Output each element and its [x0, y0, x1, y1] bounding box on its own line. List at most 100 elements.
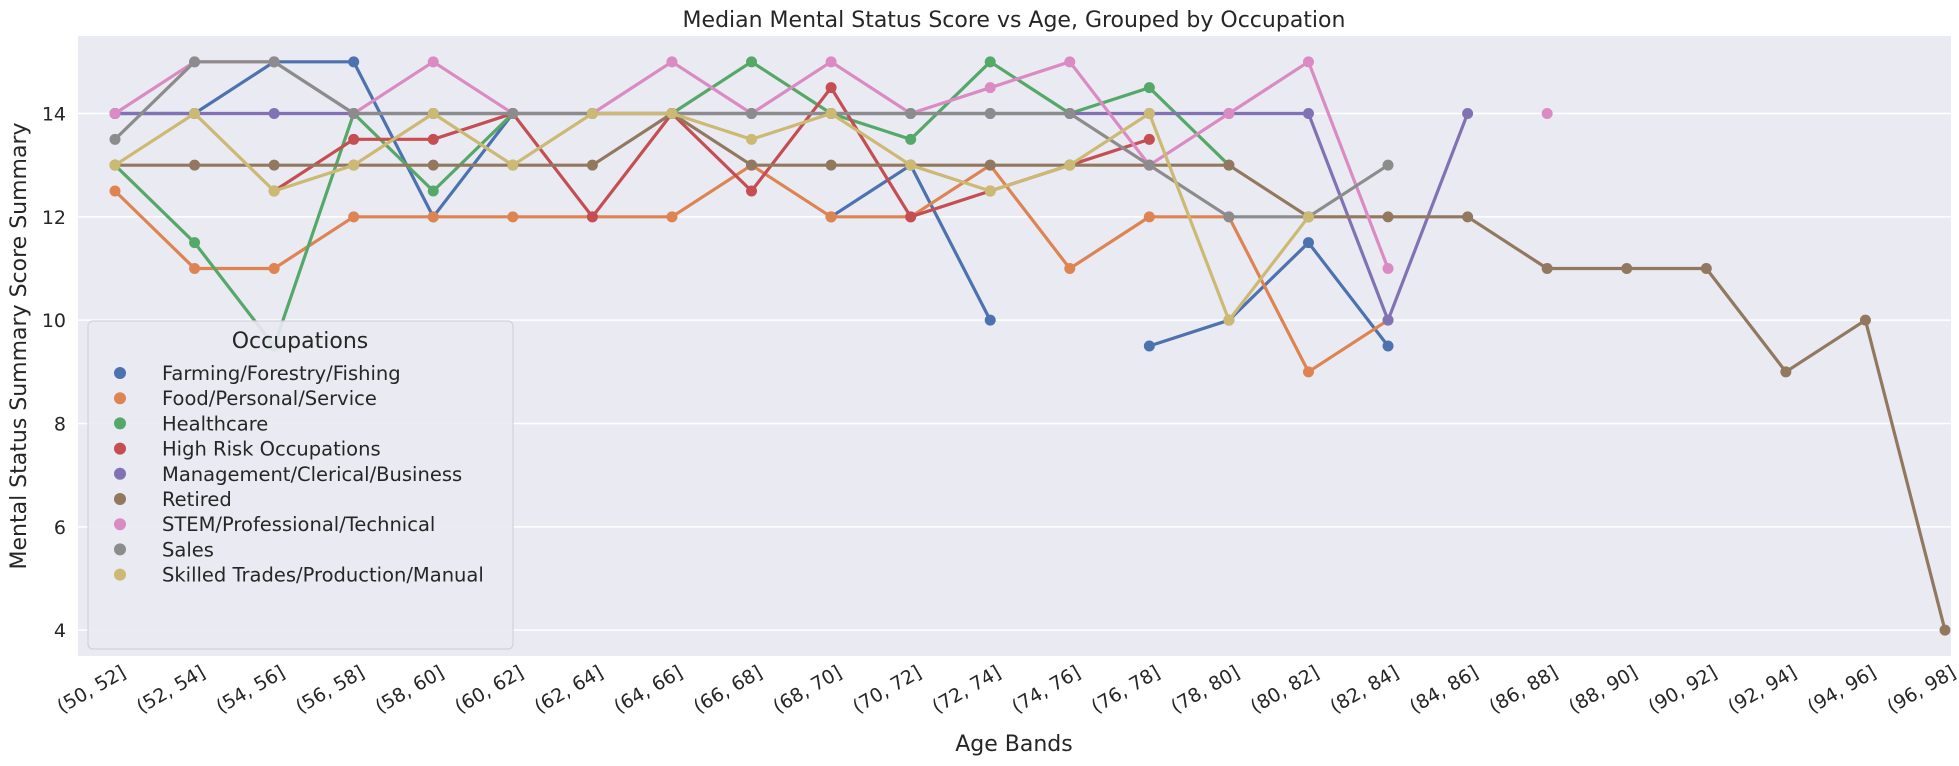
series-line-segment: [272, 111, 356, 348]
data-point: [189, 263, 201, 274]
data-point: [427, 108, 439, 119]
series-line-segment: [272, 215, 356, 271]
data-point: [348, 56, 360, 68]
x-tick-label: (74, 76]: [1008, 661, 1084, 718]
data-point: [905, 159, 917, 171]
series-line-segment: [113, 163, 197, 245]
data-point: [1223, 314, 1235, 326]
series-line-segment: [352, 111, 435, 193]
data-point: [1143, 211, 1155, 223]
data-point: [109, 108, 121, 119]
data-point: [984, 159, 996, 171]
series-line-segment: [1147, 318, 1231, 348]
data-point: [1143, 133, 1155, 145]
series-line-segment: [909, 163, 992, 219]
series: [109, 108, 1314, 326]
x-tick-label: (72, 74]: [929, 661, 1005, 718]
legend-title: Occupations: [232, 329, 369, 354]
series-line-segment: [1227, 215, 1311, 374]
x-tick-label: (96, 98]: [1883, 661, 1959, 718]
series-line-segment: [1306, 163, 1390, 219]
data-point: [746, 133, 758, 145]
data-point: [1939, 624, 1951, 636]
data-point: [507, 211, 519, 223]
series-line-segment: [1466, 215, 1549, 271]
series-line-segment: [1227, 241, 1311, 322]
y-tick-label: 4: [54, 620, 66, 642]
series-line-segment: [1147, 111, 1231, 167]
legend-items: Farming/Forestry/FishingFood/Personal/Se…: [114, 362, 484, 587]
series-line-segment: [1068, 137, 1151, 167]
x-tick-label: (76, 78]: [1088, 661, 1164, 718]
data-point: [1302, 366, 1314, 378]
data-point: [586, 159, 598, 171]
series-line-segment: [988, 60, 1072, 90]
x-tick-label: (62, 64]: [531, 661, 607, 718]
legend-marker: [114, 543, 126, 556]
data-point: [1541, 108, 1553, 119]
data-point: [109, 185, 121, 197]
legend-frame: [87, 320, 514, 650]
series-line-segment: [352, 60, 435, 116]
data-point: [1462, 211, 1474, 223]
data-point: [666, 56, 678, 68]
legend-marker: [114, 367, 126, 379]
data-point: [1780, 366, 1792, 378]
data-point: [746, 56, 758, 68]
data-point: [1541, 263, 1553, 274]
series-line-segment: [670, 111, 754, 193]
data-point: [1302, 211, 1314, 223]
series-layer: [109, 56, 1951, 636]
y-tick-label: 14: [42, 104, 66, 126]
data-point: [427, 185, 439, 197]
data-point: [825, 56, 837, 68]
legend-label: Food/Personal/Service: [162, 387, 377, 410]
series-line-segment: [1147, 111, 1231, 322]
data-point: [586, 108, 598, 119]
x-tick-label: (50, 52]: [53, 661, 129, 718]
series-line-segment: [749, 111, 833, 141]
series-line-segment: [1068, 215, 1151, 271]
series-line-segment: [590, 60, 674, 116]
series-line-segment: [670, 111, 754, 167]
series-line-segment: [909, 163, 992, 193]
x-tick-label: (52, 54]: [133, 661, 209, 718]
legend-marker: [114, 518, 126, 531]
series-line-segment: [670, 111, 754, 141]
data-point: [825, 159, 837, 171]
series-line-segment: [192, 111, 276, 193]
data-point: [1382, 159, 1394, 171]
data-point: [427, 56, 439, 68]
data-point: [1859, 314, 1871, 326]
series-line-segment: [829, 111, 913, 141]
data-point: [984, 314, 996, 326]
legend-label: Skilled Trades/Production/Manual: [162, 564, 484, 587]
legend-label: High Risk Occupations: [162, 438, 381, 461]
data-point: [666, 108, 678, 119]
legend-label: Sales: [162, 538, 214, 561]
series-line-segment: [670, 60, 754, 116]
series-line-segment: [1068, 60, 1151, 167]
y-tick-label: 12: [42, 207, 66, 229]
series-line-segment: [749, 60, 833, 116]
y-tick-labels: 4 6 8 10 12 14: [42, 104, 66, 643]
data-point: [746, 159, 758, 171]
chart-title: Median Mental Status Score vs Age, Group…: [683, 8, 1346, 33]
data-point: [1382, 340, 1394, 352]
data-point: [1382, 263, 1394, 274]
data-point: [984, 82, 996, 94]
data-point: [1064, 263, 1076, 274]
data-point: [1143, 159, 1155, 171]
data-point: [1302, 56, 1314, 68]
data-point: [268, 263, 280, 274]
series-line-segment: [829, 86, 913, 219]
series-line-segment: [829, 163, 913, 219]
series-line-segment: [909, 86, 992, 116]
series-line-segment: [431, 60, 515, 116]
series-line-segment: [431, 111, 515, 141]
legend-marker: [114, 493, 126, 505]
series-line-segment: [272, 60, 356, 116]
series-line-segment: [988, 163, 1072, 193]
data-point: [666, 211, 678, 223]
